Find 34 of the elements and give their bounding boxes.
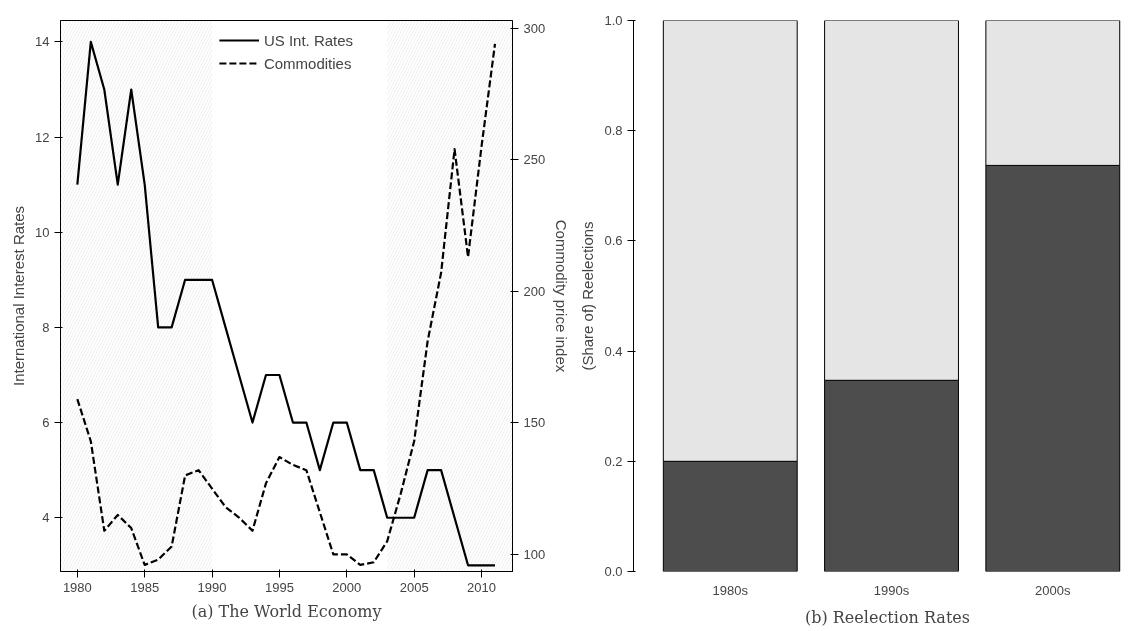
y-tick-label: 0.6	[604, 233, 623, 249]
y-tick-label: 14	[35, 34, 50, 50]
legend-label: Commodities	[263, 54, 352, 72]
y-tick-label: 0.4	[604, 343, 623, 359]
x-tick-label: 2010	[467, 579, 496, 595]
text: (a) The World Economy	[191, 601, 382, 621]
y-tick-label: 10	[35, 224, 50, 240]
x-tick-label: 2005	[399, 579, 429, 595]
x-tick-label: 1980s	[712, 582, 749, 598]
x-tick-label: 2000	[332, 579, 362, 595]
y-tick-label: 0.8	[604, 123, 623, 139]
x-tick-label: 1990s	[873, 582, 910, 598]
y-tick-label: 8	[42, 319, 50, 335]
y-tick-label: 0.0	[604, 564, 623, 579]
x-tick-label: 1990	[197, 579, 227, 595]
y-tick-label: 4	[42, 510, 50, 526]
y-tick-label: 12	[35, 129, 50, 145]
x-tick-label: 1985	[130, 579, 160, 595]
y-axis-title: International Interest Rates	[10, 205, 28, 387]
y-tick-label: 6	[42, 415, 50, 431]
y2-tick-label: 300	[523, 20, 546, 36]
y-tick-label: 0.2	[604, 453, 623, 469]
y2-tick-label: 100	[523, 546, 546, 562]
x-tick-label: 2000s	[1035, 582, 1072, 598]
y-tick-label: 1.0	[604, 13, 623, 28]
y2-tick-label: 150	[523, 415, 546, 431]
x-tick-label: 1995	[264, 579, 294, 595]
legend-label: US Int. Rates	[263, 31, 354, 49]
y2-axis-title: Commodity price index	[553, 219, 571, 373]
x-tick-label: 1980	[62, 579, 92, 595]
y-axis-title: (Share of) Reelections	[579, 221, 597, 371]
text: (b) Reelection Rates	[805, 607, 970, 627]
y2-tick-label: 200	[523, 283, 546, 299]
y2-tick-label: 250	[523, 152, 546, 168]
